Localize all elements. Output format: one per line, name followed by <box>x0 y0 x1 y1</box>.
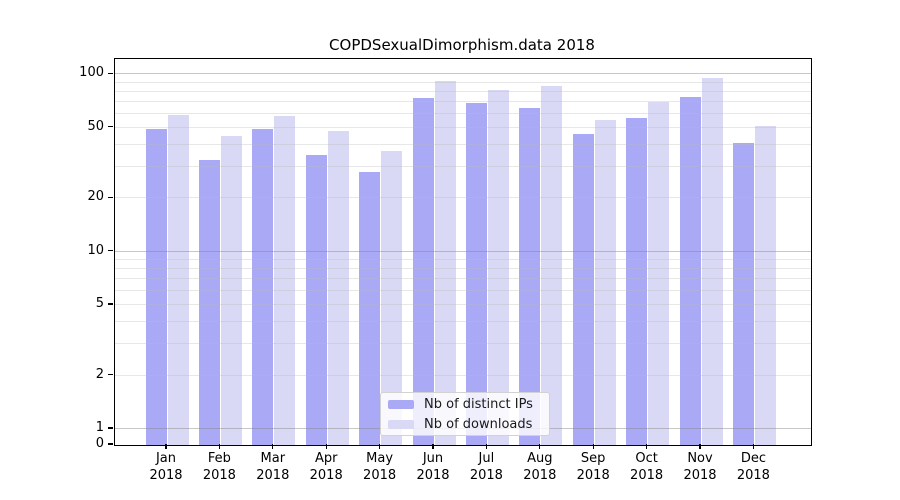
bar-downloads-mar <box>274 116 296 445</box>
plot-area: Nb of distinct IPs Nb of downloads <box>114 58 812 446</box>
bar-downloads-may <box>381 150 403 445</box>
y-tick-50 <box>108 126 113 128</box>
y-tick-5 <box>108 303 113 305</box>
y-tick-label-20: 20 <box>87 189 104 205</box>
x-tick-oct <box>645 444 648 449</box>
bar-distinct-ips-dec <box>732 143 754 445</box>
y-tick-label-2: 2 <box>95 366 104 382</box>
x-tick-label-oct: Oct 2018 <box>630 451 664 483</box>
y-tick-2 <box>108 373 113 376</box>
x-tick-nov <box>699 444 701 449</box>
bar-downloads-feb <box>220 135 242 445</box>
x-tick-label-dec: Dec 2018 <box>736 451 770 483</box>
y-tick-20 <box>108 196 113 199</box>
bar-downloads-aug <box>541 86 563 445</box>
x-tick-label-sep: Sep 2018 <box>576 451 610 483</box>
x-tick-label-may: May 2018 <box>363 451 397 483</box>
x-tick-label-nov: Nov 2018 <box>683 451 717 483</box>
y-tick-label-50: 50 <box>87 118 104 134</box>
x-tick-jan <box>165 444 167 449</box>
bar-downloads-apr <box>327 130 349 445</box>
y-tick-1 <box>108 427 113 429</box>
x-tick-label-feb: Feb 2018 <box>202 451 236 483</box>
y-tick-10 <box>108 250 113 252</box>
x-tick-label-jan: Jan 2018 <box>149 451 183 483</box>
x-tick-label-aug: Aug 2018 <box>523 451 557 483</box>
legend-label-downloads: Nb of downloads <box>424 416 533 432</box>
y-tick-100 <box>108 72 113 75</box>
bar-downloads-nov <box>701 77 723 445</box>
bar-downloads-jun <box>434 80 456 445</box>
bar-distinct-ips-apr <box>305 155 327 445</box>
bar-downloads-jul <box>487 89 509 445</box>
bar-distinct-ips-oct <box>626 117 648 445</box>
chart-title: COPDSexualDimorphism.data 2018 <box>329 36 595 54</box>
x-tick-sep <box>592 444 594 449</box>
y-tick-label-5: 5 <box>95 296 104 312</box>
bar-distinct-ips-feb <box>198 159 220 445</box>
legend-row-downloads: Nb of downloads <box>381 417 549 432</box>
bar-distinct-ips-jun <box>412 97 434 445</box>
legend-swatch-downloads <box>388 419 414 429</box>
legend: Nb of distinct IPs Nb of downloads <box>380 392 550 436</box>
bar-distinct-ips-may <box>359 172 381 445</box>
bar-distinct-ips-nov <box>679 96 701 445</box>
bar-distinct-ips-mar <box>252 129 274 445</box>
x-tick-dec <box>752 444 755 449</box>
bar-distinct-ips-jul <box>465 102 487 445</box>
x-tick-label-jul: Jul 2018 <box>469 451 503 483</box>
bar-distinct-ips-aug <box>519 107 541 445</box>
bar-downloads-oct <box>648 101 670 445</box>
x-tick-label-mar: Mar 2018 <box>256 451 290 483</box>
x-tick-aug <box>539 444 541 449</box>
legend-swatch-distinct-ips <box>388 399 414 409</box>
bar-downloads-sep <box>594 120 616 445</box>
bar-downloads-jan <box>167 115 189 445</box>
x-tick-label-jun: Jun 2018 <box>416 451 450 483</box>
x-tick-feb <box>218 444 221 449</box>
y-tick-label-1: 1 <box>95 420 104 435</box>
y-tick-label-0: 0 <box>95 436 104 451</box>
legend-row-distinct-ips: Nb of distinct IPs <box>381 397 549 412</box>
bar-distinct-ips-jan <box>145 129 167 445</box>
y-tick-label-10: 10 <box>87 242 104 258</box>
bars-layer <box>115 59 811 445</box>
x-tick-mar <box>272 444 274 449</box>
y-tick-label-100: 100 <box>79 65 104 81</box>
x-tick-label-apr: Apr 2018 <box>309 451 343 483</box>
y-tick-0 <box>108 443 113 445</box>
x-tick-apr <box>325 444 327 449</box>
legend-label-distinct-ips: Nb of distinct IPs <box>424 396 533 412</box>
bar-downloads-dec <box>754 126 776 445</box>
bar-distinct-ips-sep <box>572 134 594 445</box>
x-tick-jul <box>485 444 488 449</box>
x-tick-jun <box>432 444 434 449</box>
x-tick-may <box>378 444 381 449</box>
